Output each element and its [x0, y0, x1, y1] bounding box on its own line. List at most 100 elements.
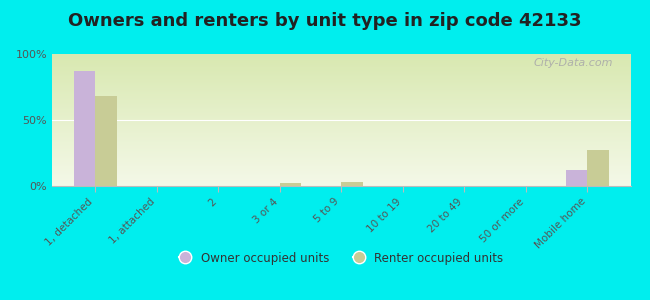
Bar — [52, 164, 630, 165]
Bar — [52, 154, 630, 155]
Bar — [52, 180, 630, 181]
Bar — [52, 83, 630, 84]
Bar — [52, 133, 630, 134]
Bar — [52, 118, 630, 119]
Bar — [52, 96, 630, 97]
Bar — [52, 159, 630, 160]
Bar — [52, 61, 630, 62]
Bar — [52, 81, 630, 82]
Bar — [52, 72, 630, 73]
Bar — [52, 88, 630, 89]
Bar — [52, 89, 630, 90]
Bar — [52, 92, 630, 93]
Bar — [52, 168, 630, 169]
Bar — [52, 162, 630, 163]
Bar — [52, 178, 630, 179]
Bar — [52, 76, 630, 77]
Bar — [52, 171, 630, 172]
Bar — [52, 119, 630, 120]
Bar — [52, 131, 630, 132]
Bar — [52, 144, 630, 145]
Bar — [280, 183, 301, 186]
Bar — [52, 183, 630, 184]
Bar — [52, 167, 630, 168]
Bar — [52, 147, 630, 148]
Bar — [52, 185, 630, 186]
Bar — [52, 170, 630, 171]
Bar — [52, 74, 630, 75]
Bar — [52, 110, 630, 111]
Bar — [52, 93, 630, 94]
Bar — [52, 169, 630, 170]
Bar — [52, 60, 630, 61]
Bar — [52, 177, 630, 178]
Bar — [52, 108, 630, 109]
Bar — [52, 160, 630, 161]
Bar — [52, 158, 630, 159]
Bar — [52, 126, 630, 127]
Bar — [52, 157, 630, 158]
Bar — [52, 57, 630, 58]
Bar — [52, 86, 630, 87]
Bar — [341, 182, 363, 186]
Bar — [52, 139, 630, 140]
Bar — [52, 150, 630, 151]
Bar — [52, 155, 630, 156]
Bar — [52, 116, 630, 117]
Bar — [52, 149, 630, 150]
Bar — [52, 75, 630, 76]
Bar — [52, 137, 630, 138]
Bar — [52, 98, 630, 99]
Bar — [52, 106, 630, 107]
Bar — [52, 105, 630, 106]
Bar — [52, 151, 630, 152]
Bar — [52, 80, 630, 81]
Bar — [52, 82, 630, 83]
Bar — [52, 68, 630, 69]
Bar — [52, 179, 630, 180]
Bar — [52, 65, 630, 66]
Bar — [52, 85, 630, 86]
Bar — [52, 55, 630, 56]
Bar — [52, 143, 630, 144]
Bar — [52, 172, 630, 173]
Bar — [52, 132, 630, 133]
Bar — [52, 78, 630, 79]
Bar — [52, 104, 630, 105]
Bar — [52, 70, 630, 71]
Bar — [52, 99, 630, 100]
Bar — [52, 166, 630, 167]
Bar — [52, 161, 630, 162]
Bar — [52, 128, 630, 129]
Bar — [52, 152, 630, 153]
Bar — [52, 114, 630, 115]
Bar — [52, 148, 630, 149]
Bar — [52, 58, 630, 59]
Bar — [52, 63, 630, 64]
Bar — [52, 130, 630, 131]
Text: Owners and renters by unit type in zip code 42133: Owners and renters by unit type in zip c… — [68, 12, 582, 30]
Bar — [52, 64, 630, 65]
Bar — [52, 142, 630, 143]
Bar — [52, 122, 630, 123]
Bar — [52, 174, 630, 175]
Bar — [52, 113, 630, 114]
Bar — [52, 54, 630, 55]
Bar — [52, 87, 630, 88]
Bar — [52, 103, 630, 104]
Bar — [52, 181, 630, 182]
Bar — [52, 69, 630, 70]
Bar — [52, 73, 630, 74]
Bar — [52, 102, 630, 103]
Bar — [52, 165, 630, 166]
Bar — [52, 153, 630, 154]
Bar — [73, 71, 95, 186]
Bar — [52, 67, 630, 68]
Bar — [52, 107, 630, 108]
Bar — [52, 79, 630, 80]
Bar — [52, 138, 630, 139]
Text: City-Data.com: City-Data.com — [534, 58, 613, 68]
Bar — [52, 135, 630, 136]
Bar — [52, 66, 630, 67]
Bar — [52, 146, 630, 147]
